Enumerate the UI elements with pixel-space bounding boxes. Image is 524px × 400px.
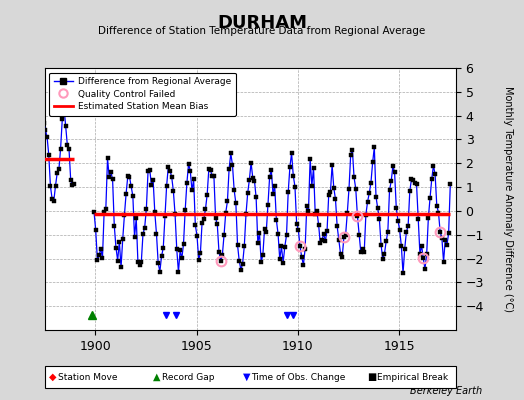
Text: Empirical Break: Empirical Break	[377, 372, 449, 382]
Y-axis label: Monthly Temperature Anomaly Difference (°C): Monthly Temperature Anomaly Difference (…	[504, 86, 514, 312]
Text: Time of Obs. Change: Time of Obs. Change	[252, 372, 346, 382]
Text: ◆: ◆	[49, 372, 56, 382]
Text: Record Gap: Record Gap	[162, 372, 215, 382]
Text: Station Move: Station Move	[58, 372, 117, 382]
Legend: Difference from Regional Average, Quality Control Failed, Estimated Station Mean: Difference from Regional Average, Qualit…	[49, 72, 236, 116]
Text: Difference of Station Temperature Data from Regional Average: Difference of Station Temperature Data f…	[99, 26, 425, 36]
Text: ▲: ▲	[154, 372, 161, 382]
Text: DURHAM: DURHAM	[217, 14, 307, 32]
Text: ■: ■	[367, 372, 377, 382]
Text: Berkeley Earth: Berkeley Earth	[410, 386, 482, 396]
Text: ▼: ▼	[243, 372, 250, 382]
